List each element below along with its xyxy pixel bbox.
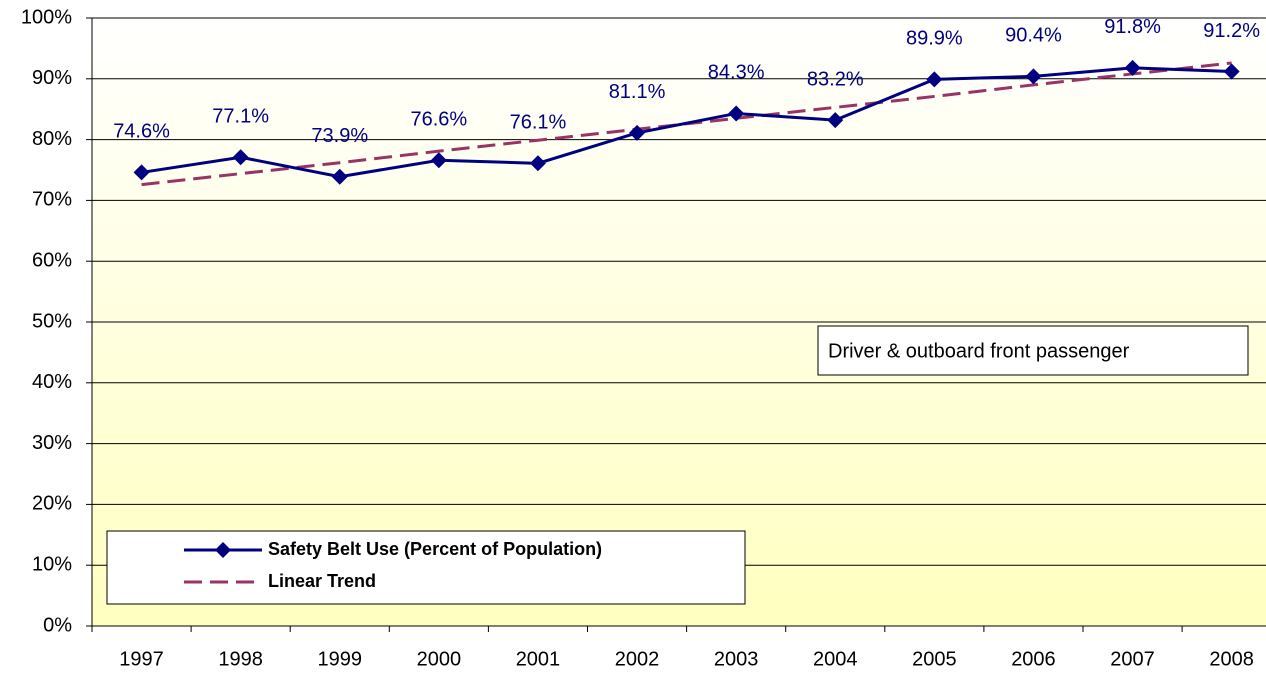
data-label: 90.4% [1005,25,1062,47]
marker [629,124,646,141]
marker [827,112,844,129]
marks: 74.6% 77.1% 73.9% 76.6% 76.1% 81.1% 84.3% 83.2%… [113,16,1260,187]
marker [331,168,348,185]
data-label: 76.6% [410,109,467,131]
legend-items: Safety Belt Use (Percent of Population) L… [184,539,602,591]
x-tick-label: 2004 [813,648,858,670]
marker [1124,59,1141,76]
legend-label: Linear Trend [268,571,376,591]
data-label: 73.9% [311,125,368,147]
marker [1223,63,1240,80]
y-tick-label: 50% [32,310,72,332]
data-label: 74.6% [113,121,170,143]
marker [133,164,150,181]
x-tick-label: 2003 [714,648,759,670]
data-label: 84.3% [708,62,765,84]
data-label: 81.1% [609,81,666,103]
y-tick-label: 30% [32,432,72,454]
marker [430,152,447,169]
marker [728,105,745,122]
legend [106,530,746,605]
y-tick-label: 70% [32,189,72,211]
x-tick-label: 2008 [1209,648,1254,670]
y-tick-label: 100% [21,6,72,28]
data-label: 91.8% [1104,16,1161,38]
data-label: 91.2% [1203,20,1260,42]
x-tick-label: 2002 [615,648,660,670]
x-tick-label: 2001 [516,648,561,670]
x-tick-label: 1999 [318,648,363,670]
y-tick-label: 40% [32,371,72,393]
marker [926,71,943,88]
y-tick-label: 90% [32,67,72,89]
annotation: Driver & outboard front passenger [828,340,1130,362]
y-tick-label: 20% [32,493,72,515]
marker [529,155,546,172]
x-tick-label: 2005 [912,648,957,670]
x-tick-label: 2007 [1110,648,1155,670]
series-line [141,66,1232,179]
x-tick-label: 2000 [417,648,462,670]
legend-marker [215,542,231,558]
legend-label: Safety Belt Use (Percent of Population) [268,539,602,559]
data-label: 89.9% [906,28,963,50]
data-label: 77.1% [212,106,269,128]
marker [232,149,249,166]
y-tick-label: 10% [32,553,72,575]
annotation-box [817,325,1249,376]
data-label: 83.2% [807,68,864,90]
y-tick-label: 0% [43,614,72,636]
y-tick-label: 60% [32,249,72,271]
data-label: 76.1% [510,112,567,134]
marker [1025,68,1042,85]
x-tick-label: 1997 [119,648,164,670]
y-tick-label: 80% [32,128,72,150]
x-tick-label: 2006 [1011,648,1056,670]
x-tick-label: 1998 [218,648,263,670]
